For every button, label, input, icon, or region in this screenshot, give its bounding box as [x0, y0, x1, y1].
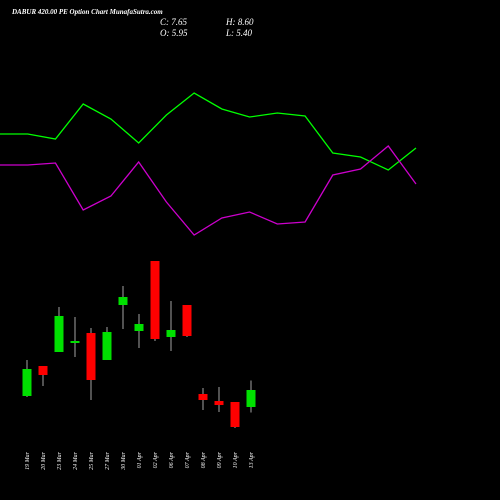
candle-body — [246, 390, 256, 407]
x-tick-label: 09 Apr — [217, 451, 223, 468]
candle-body — [134, 324, 144, 331]
candle-body — [86, 333, 96, 380]
x-tick-label: 27 Mar — [105, 451, 111, 469]
candle-body — [70, 341, 80, 343]
x-tick-label: 10 Apr — [233, 451, 239, 468]
x-tick-label: 25 Mar — [89, 451, 95, 469]
x-tick-label: 30 Mar — [121, 451, 127, 470]
x-tick-label: 23 Mar — [57, 451, 63, 469]
candle-body — [102, 332, 112, 360]
x-tick-label: 02 Apr — [153, 451, 159, 468]
ohlc-open: O: 5.95 — [160, 28, 188, 38]
ohlc-low: L: 5.40 — [225, 28, 253, 38]
chart-title: DABUR 420.00 PE Option Chart MunafaSutra… — [11, 8, 163, 16]
candle-body — [22, 369, 32, 396]
candle-body — [166, 330, 176, 337]
x-tick-label: 01 Apr — [137, 451, 143, 468]
x-tick-label: 24 Mar — [72, 451, 79, 469]
candle-body — [214, 401, 224, 405]
x-tick-label: 08 Apr — [201, 451, 207, 468]
candle-body — [54, 316, 64, 352]
candle-body — [38, 366, 48, 375]
candle-body — [198, 394, 208, 400]
indicator-line — [0, 145, 417, 236]
x-tick-label: 20 Mar — [41, 451, 47, 469]
x-tick-label: 06 Apr — [169, 451, 175, 468]
x-tick-label: 13 Apr — [249, 451, 255, 468]
candle-body — [230, 402, 240, 427]
x-tick-label: 07 Apr — [185, 451, 191, 468]
ohlc-high: H: 8.60 — [225, 17, 254, 27]
candle-body — [182, 305, 192, 336]
x-tick-label: 19 Mar — [25, 451, 31, 469]
candle-body — [150, 261, 160, 339]
candle-body — [118, 297, 128, 305]
ohlc-close: C: 7.65 — [160, 17, 188, 27]
indicator-line — [0, 92, 417, 171]
